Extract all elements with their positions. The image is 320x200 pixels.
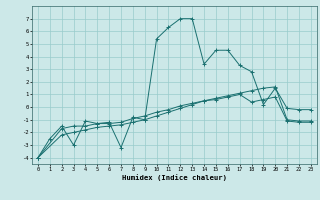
X-axis label: Humidex (Indice chaleur): Humidex (Indice chaleur) (122, 174, 227, 181)
